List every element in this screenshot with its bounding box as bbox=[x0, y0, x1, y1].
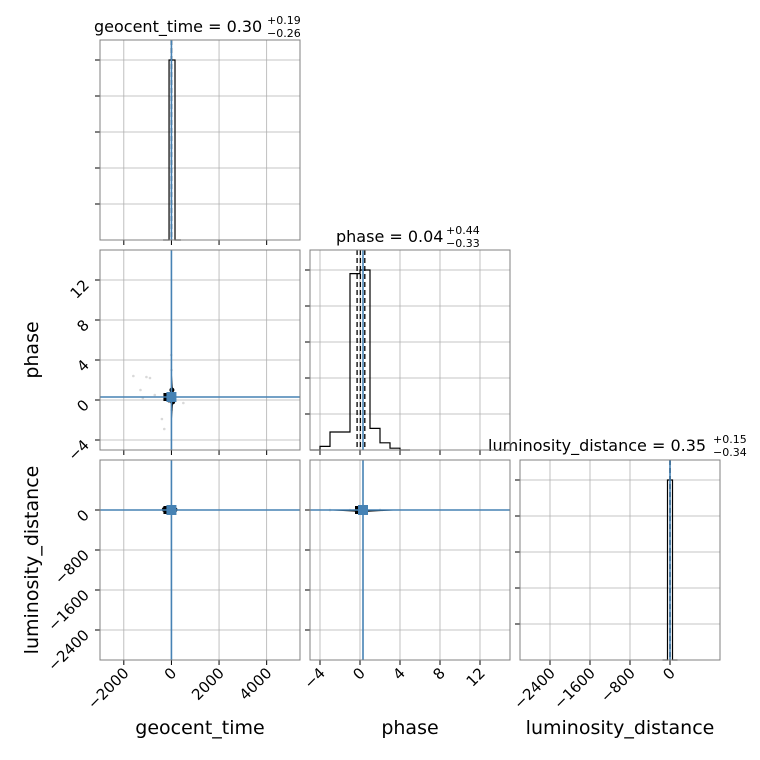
title-phase-upper: +0.44 bbox=[446, 224, 480, 237]
xtick-label-geocent_time: 2000 bbox=[188, 664, 228, 704]
ylabel-phase: phase bbox=[21, 321, 43, 378]
xtick-label-geocent_time: 0 bbox=[161, 664, 180, 683]
marginal-geocent_time-frame bbox=[99, 39, 301, 241]
sample-point-geocent_time_vs_phase bbox=[160, 417, 164, 421]
truth-marker-phase_vs_luminosity_distance bbox=[358, 505, 368, 515]
ytick-label-phase: 4 bbox=[73, 356, 92, 375]
title-phase: phase = 0.04 bbox=[336, 227, 443, 246]
marginal-luminosity_distance-frame bbox=[519, 459, 721, 661]
ytick-label-phase: 8 bbox=[73, 316, 92, 335]
joint-phase_vs_luminosity_distance-frame bbox=[309, 459, 511, 661]
xtick-label-geocent_time: −2000 bbox=[84, 664, 133, 713]
title-phase-prefix: phase = bbox=[336, 227, 408, 246]
xtick-label-luminosity_distance: −1600 bbox=[550, 664, 599, 713]
title-luminosity_distance-median: 0.35 bbox=[670, 436, 706, 455]
title-geocent_time-prefix: geocent_time = bbox=[94, 17, 227, 37]
sample-point-geocent_time_vs_phase bbox=[132, 374, 135, 378]
title-luminosity_distance-prefix: luminosity_distance = bbox=[488, 436, 670, 456]
truth-marker-geocent_time_vs_phase bbox=[166, 392, 177, 402]
title-geocent_time-median: 0.30 bbox=[227, 17, 263, 36]
xlabel-phase: phase bbox=[381, 717, 438, 739]
title-luminosity_distance-upper: +0.15 bbox=[713, 433, 747, 446]
sample-point-geocent_time_vs_phase bbox=[145, 375, 148, 379]
ytick-label-phase: 0 bbox=[73, 396, 92, 415]
joint-geocent_time_vs_phase-frame bbox=[99, 249, 301, 451]
marginal-phase-frame bbox=[309, 249, 511, 451]
xtick-label-luminosity_distance: −2400 bbox=[510, 664, 559, 713]
xtick-label-phase: 12 bbox=[463, 664, 489, 690]
joint-geocent_time_vs_luminosity_distance-frame bbox=[99, 459, 301, 661]
xtick-label-luminosity_distance: −800 bbox=[597, 664, 639, 706]
sample-point-geocent_time_vs_phase bbox=[148, 376, 152, 380]
ytick-label-luminosity_distance: 0 bbox=[73, 506, 92, 525]
xtick-label-luminosity_distance: 0 bbox=[659, 664, 678, 683]
xlabel-geocent_time: geocent_time bbox=[135, 717, 264, 739]
title-luminosity_distance-lower: −0.34 bbox=[713, 446, 747, 459]
sample-point-geocent_time_vs_phase bbox=[139, 388, 142, 392]
title-geocent_time-upper: +0.19 bbox=[267, 14, 301, 27]
xtick-label-phase: −4 bbox=[300, 664, 328, 692]
xtick-label-phase: 8 bbox=[429, 664, 448, 683]
sample-point-geocent_time_vs_phase bbox=[162, 427, 166, 431]
title-phase-lower: −0.33 bbox=[446, 237, 480, 250]
title-phase-median: 0.04 bbox=[408, 227, 444, 246]
ytick-label-luminosity_distance: −2400 bbox=[44, 626, 93, 675]
ytick-label-luminosity_distance: −1600 bbox=[44, 586, 93, 635]
truth-marker-geocent_time_vs_luminosity_distance bbox=[166, 505, 177, 515]
title-geocent_time: geocent_time = 0.30 bbox=[94, 17, 262, 37]
ylabel-luminosity_distance: luminosity_distance bbox=[21, 466, 43, 655]
xtick-label-phase: 4 bbox=[389, 664, 408, 683]
ytick-label-luminosity_distance: −800 bbox=[51, 546, 93, 588]
sample-point-geocent_time_vs_phase bbox=[153, 393, 157, 397]
xtick-label-geocent_time: 4000 bbox=[236, 664, 276, 704]
xtick-label-phase: 0 bbox=[349, 664, 368, 683]
ytick-label-phase: 12 bbox=[67, 276, 93, 302]
ytick-label-phase: −4 bbox=[64, 436, 92, 464]
xlabel-luminosity_distance: luminosity_distance bbox=[526, 717, 715, 739]
title-luminosity_distance: luminosity_distance = 0.35 bbox=[488, 436, 706, 456]
sample-point-geocent_time_vs_phase bbox=[182, 401, 185, 405]
title-geocent_time-lower: −0.26 bbox=[267, 27, 301, 40]
